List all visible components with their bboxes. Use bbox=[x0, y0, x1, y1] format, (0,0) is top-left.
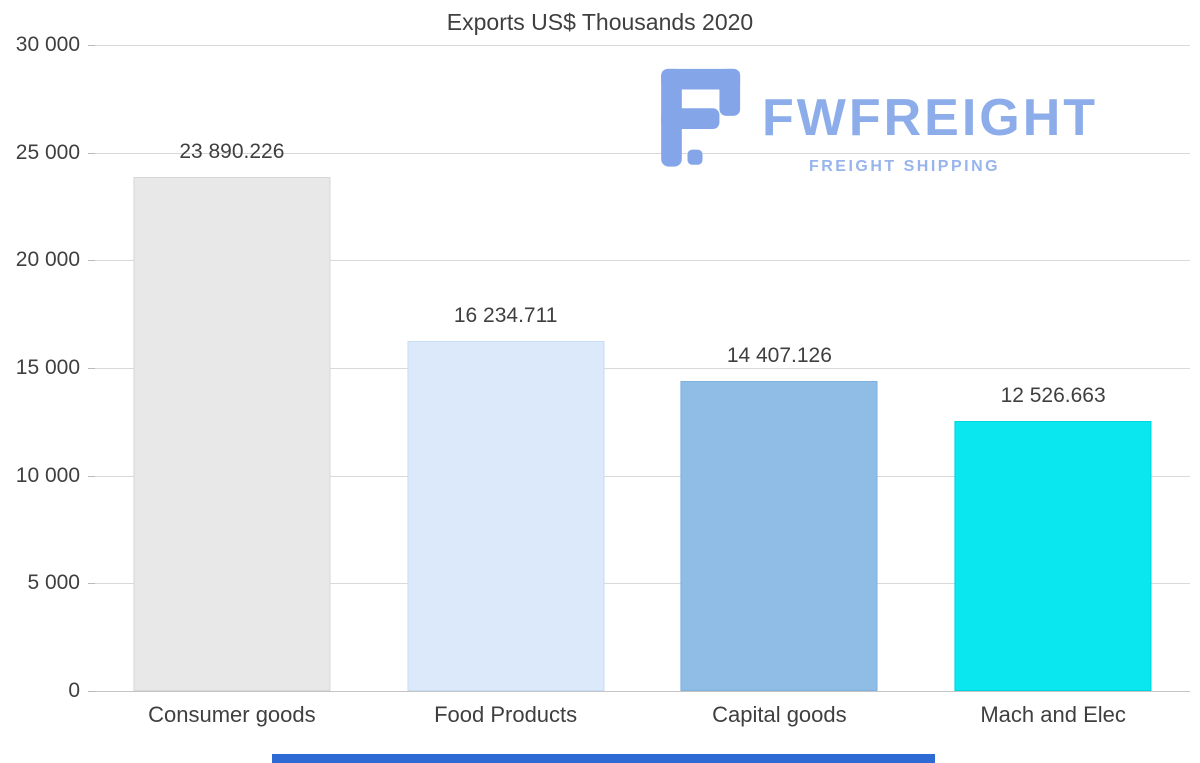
plot-area: 23 890.226 16 234.711 14 407.126 12 526.663 bbox=[88, 45, 1190, 692]
x-axis-label-capital-goods: Capital goods bbox=[712, 702, 847, 727]
bar-mach-and-elec bbox=[954, 421, 1152, 691]
bar-cell-food-products: 16 234.711 bbox=[369, 45, 643, 691]
brand-tagline: FREIGHT SHIPPING bbox=[808, 158, 1001, 175]
bars-row: 23 890.226 16 234.711 14 407.126 12 526.663 bbox=[95, 45, 1190, 691]
y-axis-label: 30 000 bbox=[15, 33, 80, 56]
y-axis-label: 15 000 bbox=[15, 356, 80, 379]
bar-value-label: 12 526.663 bbox=[1000, 384, 1106, 408]
bar-capital-goods bbox=[680, 380, 878, 691]
gridline bbox=[95, 152, 1190, 154]
y-axis-tick bbox=[88, 152, 95, 154]
y-axis-label: 25 000 bbox=[15, 140, 80, 164]
brand-name: FWFREIGHT bbox=[762, 89, 1099, 147]
x-axis-label-consumer-goods: Consumer goods bbox=[148, 702, 316, 727]
fwfreight-logo-icon bbox=[648, 66, 742, 181]
gridline bbox=[95, 368, 1190, 369]
bar-cell-mach-and-elec: 12 526.663 bbox=[916, 45, 1190, 691]
y-axis-tick bbox=[88, 368, 95, 369]
bar-food-products bbox=[407, 341, 605, 691]
x-axis-label-food-products: Food Products bbox=[434, 702, 578, 727]
gridline bbox=[95, 583, 1190, 585]
y-axis-label: 20 000 bbox=[15, 248, 80, 272]
bottom-accent-strip bbox=[272, 754, 935, 763]
y-axis-label: 0 bbox=[68, 679, 80, 702]
gridline bbox=[95, 260, 1190, 262]
y-axis-tick bbox=[88, 583, 95, 585]
gridline bbox=[95, 475, 1190, 477]
bar-cell-capital-goods: 14 407.126 bbox=[643, 45, 917, 691]
gridline bbox=[95, 691, 1190, 692]
y-axis: 0 5 000 10 000 15 000 20 000 25 000 30 000 bbox=[0, 33, 86, 702]
y-axis-label: 10 000 bbox=[15, 463, 80, 487]
brand-watermark: FWFREIGHT FREIGHT SHIPPING bbox=[648, 66, 1098, 181]
bar-value-label: 23 890.226 bbox=[179, 139, 285, 163]
x-axis-label-mach-and-elec: Mach and Elec bbox=[980, 702, 1126, 727]
category-axis: Consumer goods Food Products Capital goods… bbox=[95, 702, 1190, 728]
y-axis-tick bbox=[88, 691, 95, 692]
bar-value-label: 14 407.126 bbox=[726, 343, 832, 367]
y-axis-tick bbox=[88, 45, 95, 46]
y-axis-label: 5 000 bbox=[27, 571, 80, 595]
bar-consumer-goods bbox=[133, 176, 331, 691]
y-axis-tick bbox=[88, 475, 95, 477]
brand-text-block: FWFREIGHT FREIGHT SHIPPING bbox=[762, 92, 1098, 176]
chart-title: Exports US$ Thousands 2020 bbox=[446, 9, 754, 35]
gridline bbox=[95, 45, 1190, 46]
bar-value-label: 16 234.711 bbox=[453, 304, 558, 328]
y-axis-tick bbox=[88, 260, 95, 262]
bar-cell-consumer-goods: 23 890.226 bbox=[95, 45, 369, 691]
